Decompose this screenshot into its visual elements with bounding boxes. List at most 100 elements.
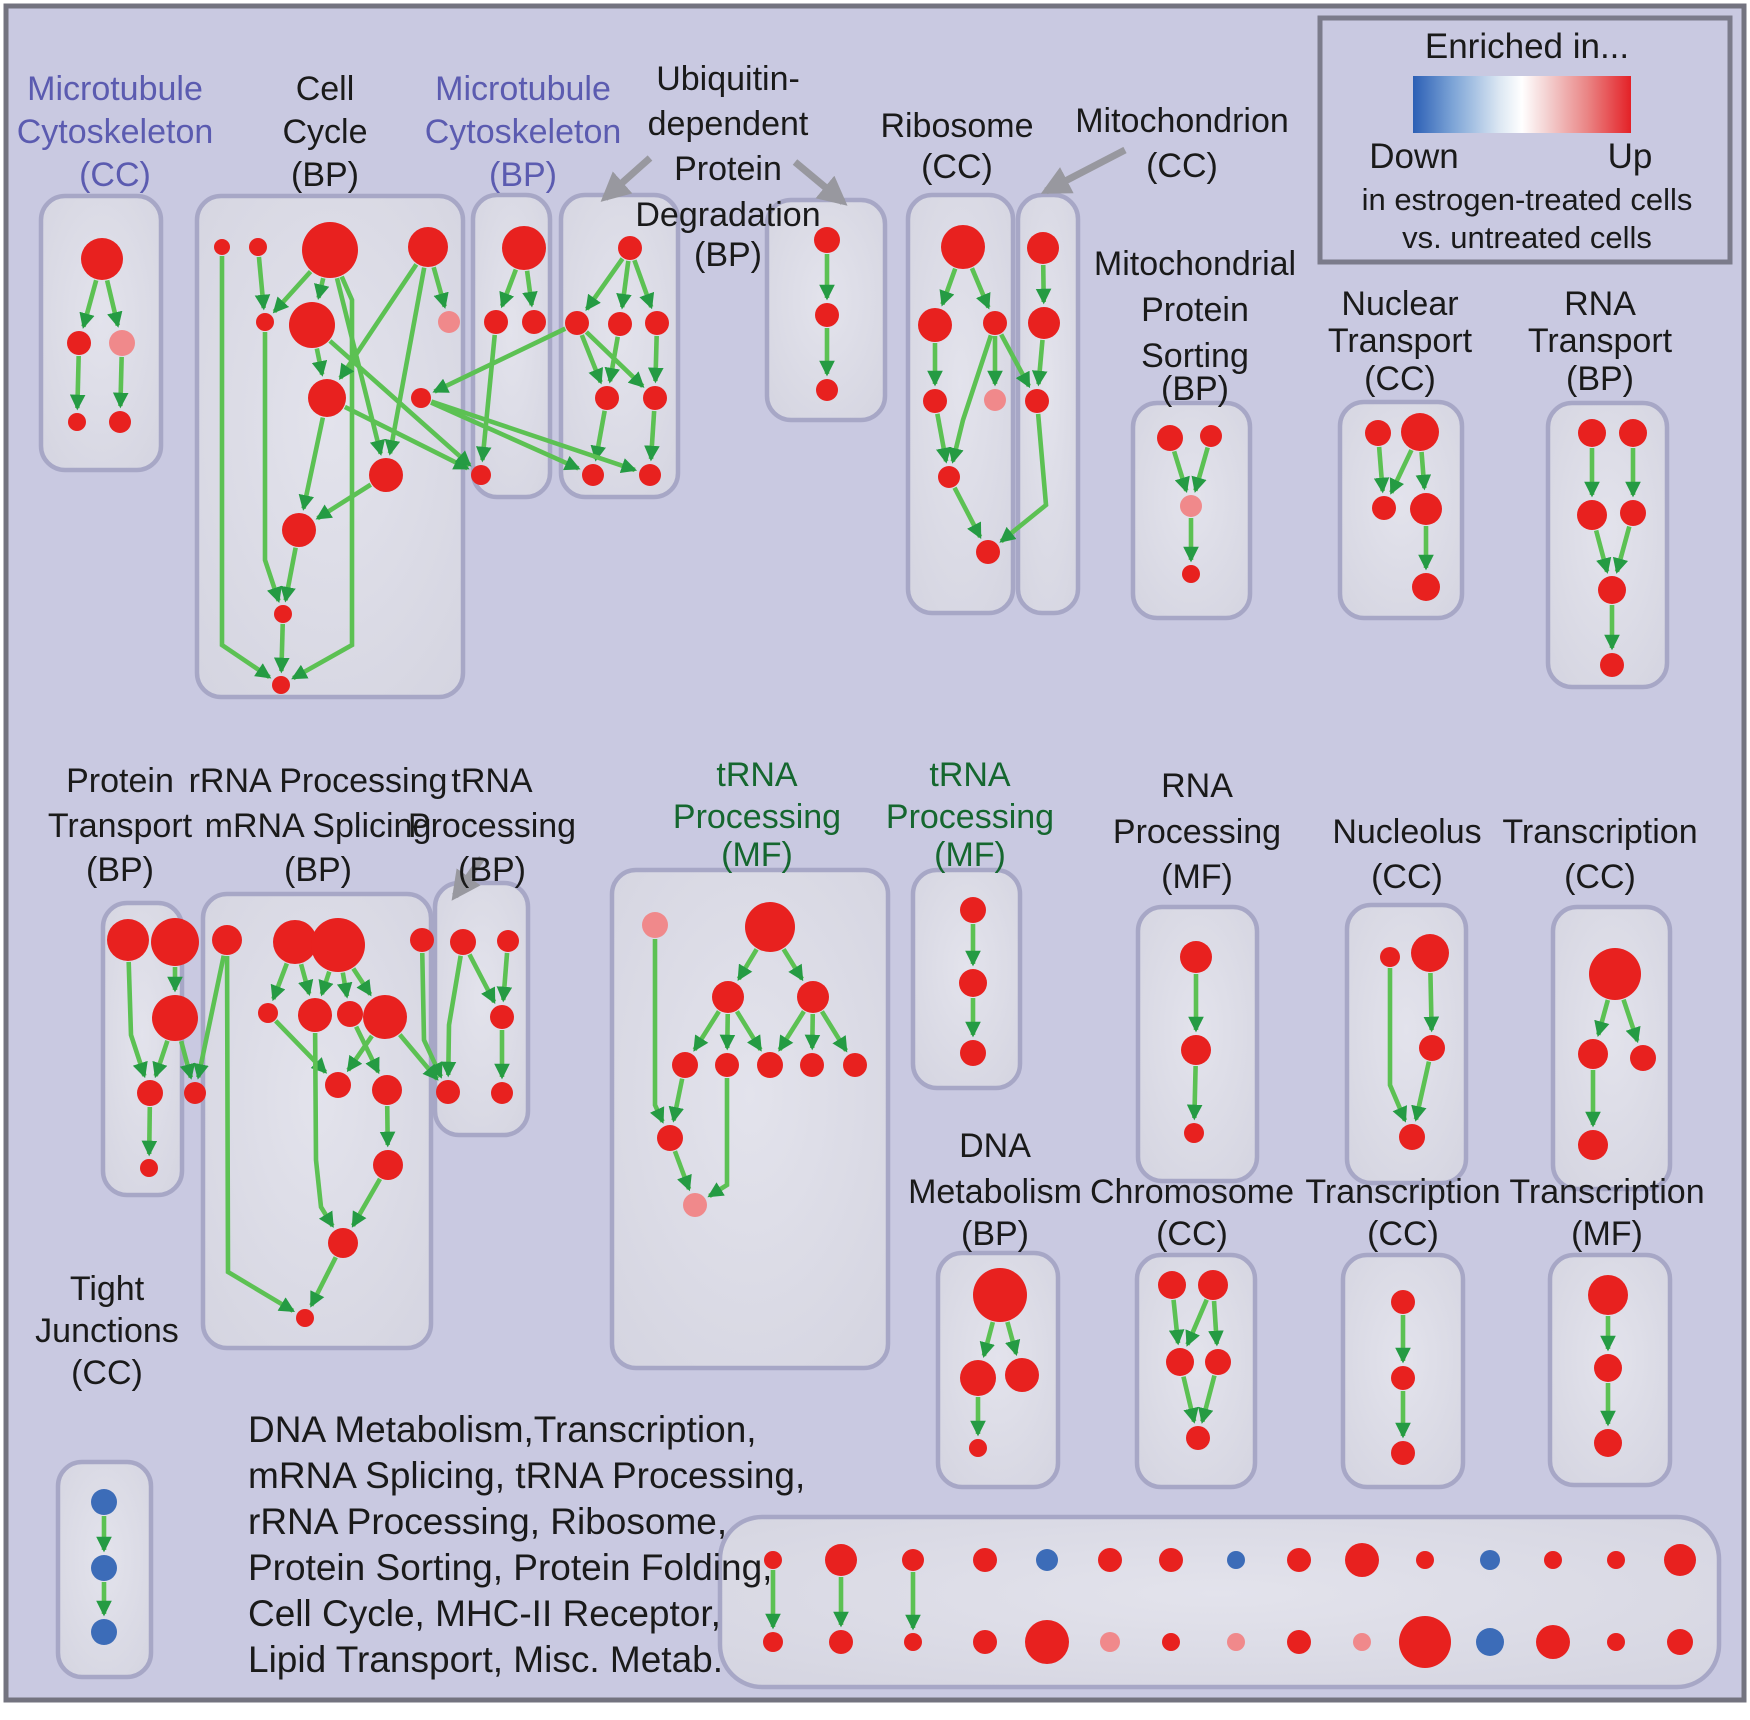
go-term-node [825, 1544, 857, 1576]
edge-arrow [651, 411, 654, 459]
go-term-node [184, 1082, 206, 1104]
go-term-node [565, 311, 589, 335]
go-term-node [1162, 1633, 1180, 1651]
category-note-line: Cell Cycle, MHC-II Receptor, [248, 1593, 721, 1634]
go-term-node [1205, 1349, 1231, 1375]
cluster-label-ubiq1: Degradation [635, 196, 820, 234]
go-term-node [1598, 576, 1626, 604]
go-term-node [298, 998, 332, 1032]
cluster-label-mtbp: Cytoskeleton [425, 113, 622, 151]
go-term-node [960, 1040, 986, 1066]
go-term-node [643, 386, 667, 410]
go-term-node [1198, 1270, 1228, 1300]
cluster-label-tightjunc: (CC) [71, 1354, 143, 1392]
cluster-label-mps: (BP) [1161, 370, 1229, 408]
go-term-node [1667, 1629, 1693, 1655]
go-term-node [1578, 1130, 1608, 1160]
go-term-node [1025, 389, 1049, 413]
go-term-node [1227, 1633, 1245, 1651]
go-term-node [973, 1268, 1027, 1322]
cluster-box-nuctrans [1340, 402, 1462, 618]
edge-arrow [1430, 973, 1431, 1030]
go-term-node [450, 929, 476, 955]
go-term-node [1157, 425, 1183, 451]
cluster-label-mtbp: Microtubule [435, 70, 611, 108]
edge-arrow [120, 357, 121, 406]
cluster-label-dnamet: Metabolism [908, 1173, 1082, 1211]
go-term-node [1158, 1271, 1186, 1299]
go-term-node [1100, 1632, 1120, 1652]
edge-arrow [1214, 1301, 1217, 1344]
go-term-node [582, 464, 604, 486]
go-term-node [1588, 1275, 1628, 1315]
go-term-node [1536, 1625, 1570, 1659]
go-term-node [308, 379, 346, 417]
cluster-label-mps: Protein [1141, 291, 1249, 329]
cluster-label-ribosome: (CC) [921, 148, 993, 186]
go-term-node [436, 1080, 460, 1104]
go-term-node [973, 1548, 997, 1572]
cluster-label-ubiq1: Ubiquitin- [656, 60, 800, 98]
go-term-node [410, 928, 434, 952]
go-term-node [1544, 1551, 1562, 1569]
go-term-node [151, 918, 199, 966]
cluster-box-chromosome [1137, 1255, 1255, 1487]
go-term-node [328, 1228, 358, 1258]
go-term-node [1159, 1548, 1183, 1572]
go-term-node [522, 310, 546, 334]
go-term-node [829, 1630, 853, 1654]
category-note-line: Protein Sorting, Protein Folding, [248, 1547, 772, 1588]
go-term-node [757, 1052, 783, 1078]
go-term-node [1411, 934, 1449, 972]
go-term-node [408, 227, 448, 267]
cluster-label-nuctrans: Transport [1328, 322, 1473, 360]
edge-arrow [812, 1014, 813, 1048]
legend-up-label: Up [1608, 137, 1653, 176]
go-term-node [1227, 1551, 1245, 1569]
go-term-node [608, 312, 632, 336]
go-term-node [657, 1125, 683, 1151]
category-note-line: DNA Metabolism,Transcription, [248, 1409, 757, 1450]
go-term-node [1365, 420, 1391, 446]
go-term-node [941, 225, 985, 269]
go-term-node [1200, 425, 1222, 447]
go-term-node [1607, 1633, 1625, 1651]
go-term-node [973, 1630, 997, 1654]
go-term-node [1620, 500, 1646, 526]
go-term-node [258, 1003, 278, 1023]
go-term-node [639, 464, 661, 486]
go-term-node [983, 311, 1007, 335]
go-term-node [902, 1549, 924, 1571]
edge-arrow [387, 1106, 388, 1145]
go-term-node [1036, 1549, 1058, 1571]
cluster-label-mito: (CC) [1146, 147, 1218, 185]
go-term-node [337, 1001, 363, 1027]
go-term-node [1391, 1441, 1415, 1465]
cluster-label-prottrans: Protein [66, 762, 174, 800]
cluster-label-trnabp: tRNA [451, 762, 533, 800]
cluster-label-trnabp: Processing [408, 807, 576, 845]
go-term-node [918, 308, 952, 342]
cluster-label-mtcc: Microtubule [27, 70, 203, 108]
go-term-node [712, 981, 744, 1013]
go-term-node [1416, 1551, 1434, 1569]
cluster-label-transmf: Transcription [1509, 1173, 1704, 1211]
go-term-node [491, 1082, 513, 1104]
cluster-label-nucleolus: (CC) [1371, 858, 1443, 896]
go-term-node [214, 239, 230, 255]
go-term-node [109, 330, 135, 356]
go-term-node [1186, 1426, 1210, 1450]
go-term-node [618, 236, 642, 260]
cluster-label-transmf: (MF) [1571, 1215, 1643, 1253]
go-term-node [1589, 948, 1641, 1000]
legend-subtitle-line1: in estrogen-treated cells [1362, 182, 1693, 217]
cluster-label-tightjunc: Junctions [35, 1312, 179, 1350]
go-term-node [960, 897, 986, 923]
go-term-node [1027, 232, 1059, 264]
legend-gradient-bar-icon [1413, 76, 1631, 133]
go-term-node [645, 311, 669, 335]
go-term-node [1180, 941, 1212, 973]
go-term-node [311, 918, 365, 972]
cluster-label-ubiq1: (BP) [694, 236, 762, 274]
